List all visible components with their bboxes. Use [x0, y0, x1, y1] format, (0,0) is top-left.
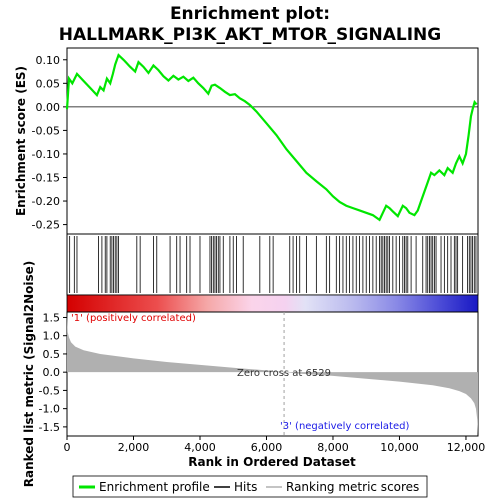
metric-y-tick-label: 0.5 [43, 348, 61, 361]
positive-correlation-label: '1' (positively correlated) [71, 313, 196, 324]
metric-x-tick-label: 0 [64, 441, 71, 454]
es-y-tick-label: 0.10 [36, 54, 61, 67]
metric-y-tick-label: 1.5 [43, 311, 61, 324]
zero-cross-label: Zero cross at 6529 [237, 368, 331, 379]
metric-panel: 1.5 1.0 0.5 0.0 -0.5 -1.0 -1.5 0 2,000 4,000 6,00… [22, 261, 485, 488]
metric-y-ticks: 1.5 1.0 0.5 0.0 -0.5 -1.0 -1.5 [39, 311, 67, 434]
metric-x-axis-title: Rank in Ordered Dataset [188, 455, 356, 469]
metric-x-tick-label: 12,000 [447, 441, 486, 454]
legend-hits-label: Hits [234, 480, 257, 494]
metric-y-axis-title: Ranked list metric (Signal2Noise) [22, 261, 36, 488]
es-y-tick-label: -0.20 [32, 195, 60, 208]
hits-panel [66, 233, 479, 296]
metric-y-tick-label: -1.0 [39, 403, 60, 416]
plot-title-line1: Enrichment plot: [170, 4, 330, 24]
es-y-ticks: 0.10 0.05 0.00 -0.05 -0.10 -0.15 -0.20 -0.25 [32, 54, 67, 232]
es-panel-frame [66, 47, 479, 235]
es-y-tick-label: -0.15 [32, 171, 60, 184]
legend-enrichment-label: Enrichment profile [99, 480, 210, 494]
hits-panel-frame [66, 233, 479, 296]
metric-y-tick-label: 0.0 [43, 366, 61, 379]
enrichment-profile-line [65, 53, 478, 222]
rank-color-bar [66, 294, 479, 313]
metric-x-ticks: 0 2,000 4,000 6,000 8,000 10,000 12,000 [64, 436, 486, 454]
legend: Enrichment profile Hits Ranking metric s… [72, 475, 428, 498]
metric-y-tick-label: 1.0 [43, 330, 61, 343]
metric-x-tick-label: 6,000 [251, 441, 283, 454]
hit-lines [69, 236, 477, 293]
legend-metric-label: Ranking metric scores [286, 480, 419, 494]
metric-y-tick-label: -1.5 [39, 421, 60, 434]
metric-x-tick-label: 8,000 [317, 441, 349, 454]
es-y-tick-label: -0.05 [32, 124, 60, 137]
metric-x-tick-label: 4,000 [184, 441, 216, 454]
metric-x-tick-label: 10,000 [380, 441, 419, 454]
es-panel: 0.10 0.05 0.00 -0.05 -0.10 -0.15 -0.20 -0.25 En… [14, 47, 479, 235]
plot-title-line2: HALLMARK_PI3K_AKT_MTOR_SIGNALING [59, 25, 441, 45]
es-y-axis-title: Enrichment score (ES) [14, 66, 28, 216]
es-y-tick-label: -0.10 [32, 148, 60, 161]
es-y-tick-label: 0.00 [36, 101, 61, 114]
negative-correlation-label: '3' (negatively correlated) [280, 421, 409, 432]
legend-box [72, 475, 428, 498]
metric-y-tick-label: -0.5 [39, 384, 60, 397]
es-y-tick-label: 0.05 [36, 77, 61, 90]
ranking-metric-area [67, 312, 478, 435]
metric-x-tick-label: 2,000 [118, 441, 150, 454]
es-y-tick-label: -0.25 [32, 219, 60, 232]
